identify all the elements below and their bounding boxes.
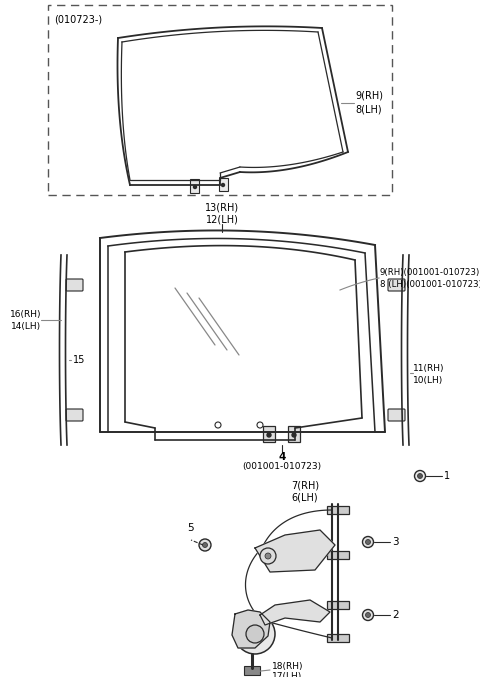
- Text: 17(LH): 17(LH): [272, 672, 302, 677]
- Text: 4: 4: [278, 452, 286, 462]
- Polygon shape: [232, 610, 270, 648]
- Text: 6(LH): 6(LH): [292, 492, 318, 502]
- Bar: [244, 666, 260, 675]
- Text: 1: 1: [444, 471, 450, 481]
- Circle shape: [260, 548, 276, 564]
- Circle shape: [193, 185, 196, 188]
- Text: 12(LH): 12(LH): [205, 214, 239, 224]
- FancyBboxPatch shape: [388, 279, 405, 291]
- Circle shape: [362, 609, 373, 621]
- Circle shape: [221, 183, 225, 186]
- Text: 7(RH): 7(RH): [291, 481, 319, 491]
- Circle shape: [362, 536, 373, 548]
- Bar: [190, 179, 199, 193]
- Circle shape: [292, 433, 296, 437]
- Bar: [327, 551, 349, 559]
- Bar: [219, 178, 228, 191]
- Text: 3: 3: [392, 537, 398, 547]
- Polygon shape: [255, 530, 335, 572]
- Circle shape: [199, 539, 211, 551]
- Circle shape: [246, 625, 264, 643]
- Text: 10(LH): 10(LH): [413, 376, 443, 385]
- FancyBboxPatch shape: [66, 279, 83, 291]
- Circle shape: [267, 433, 271, 437]
- FancyBboxPatch shape: [388, 409, 405, 421]
- Text: (010723-): (010723-): [54, 15, 102, 25]
- Text: 2: 2: [392, 610, 398, 620]
- Text: 9(RH)(001001-010723): 9(RH)(001001-010723): [380, 267, 480, 276]
- Text: (001001-010723): (001001-010723): [242, 462, 322, 471]
- Text: 16(RH): 16(RH): [10, 311, 41, 320]
- Circle shape: [418, 473, 422, 479]
- Text: 11(RH): 11(RH): [413, 364, 444, 372]
- Polygon shape: [260, 600, 330, 625]
- Text: 15: 15: [73, 355, 85, 365]
- Circle shape: [415, 471, 425, 481]
- Circle shape: [203, 542, 207, 548]
- Text: 8(LH): 8(LH): [355, 104, 382, 114]
- Circle shape: [265, 553, 271, 559]
- Bar: [288, 426, 300, 442]
- Bar: [327, 634, 349, 642]
- Text: 8 (LH)(001001-010723): 8 (LH)(001001-010723): [380, 280, 480, 288]
- Circle shape: [365, 540, 371, 544]
- Text: 14(LH): 14(LH): [11, 322, 41, 332]
- FancyBboxPatch shape: [66, 409, 83, 421]
- Circle shape: [365, 613, 371, 617]
- Bar: [263, 426, 275, 442]
- Bar: [48, 5, 392, 195]
- Text: 13(RH): 13(RH): [205, 202, 239, 212]
- Bar: [327, 506, 349, 514]
- Text: 9(RH): 9(RH): [355, 90, 383, 100]
- Bar: [327, 601, 349, 609]
- Circle shape: [235, 614, 275, 654]
- Text: 5: 5: [187, 523, 193, 533]
- Text: 18(RH): 18(RH): [272, 661, 303, 670]
